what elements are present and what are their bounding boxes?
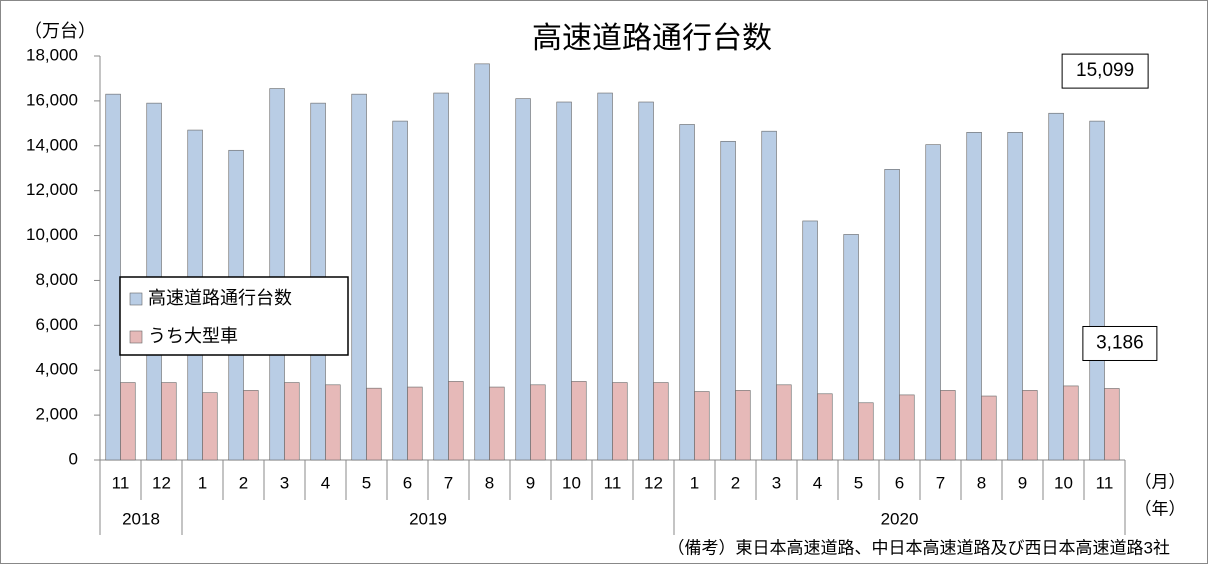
y-tick-label: 8,000 (35, 270, 78, 289)
y-tick-label: 6,000 (35, 315, 78, 334)
bar (735, 390, 751, 461)
bar (407, 386, 423, 461)
x-tick-label: 3 (772, 473, 781, 492)
group-label: 2020 (881, 509, 919, 528)
bar (1048, 112, 1064, 461)
bar (981, 395, 997, 461)
bar (1007, 132, 1023, 461)
legend-box (119, 276, 349, 356)
value-label-box (1082, 325, 1158, 361)
x-tick-label: 2 (731, 473, 740, 492)
x-tick-label: 5 (362, 473, 371, 492)
x-tick-label: 4 (813, 473, 822, 492)
y-tick-label: 4,000 (35, 360, 78, 379)
x-tick-label: 7 (444, 473, 453, 492)
x-tick-label: 11 (1096, 473, 1114, 492)
x-unit: （月） (1135, 472, 1186, 491)
bar (817, 393, 833, 461)
x-tick-label: 9 (526, 473, 535, 492)
bar (530, 384, 546, 461)
bar (515, 98, 531, 461)
group-label: 2018 (122, 509, 160, 528)
bar (720, 140, 736, 461)
x-tick-label: 6 (403, 473, 412, 492)
bar (884, 169, 900, 461)
bar (802, 220, 818, 461)
legend-label: うち大型車 (148, 326, 238, 346)
bar (612, 382, 628, 461)
x-tick-label: 2 (239, 473, 248, 492)
bar (761, 130, 777, 461)
bar (925, 144, 941, 461)
bar (571, 381, 587, 461)
note: （備考）東日本高速道路、中日本高速道路及び西日本高速道路3社 (668, 538, 1170, 557)
x-tick-label: 1 (690, 473, 699, 492)
bar (966, 132, 982, 461)
bar (325, 384, 341, 461)
bar (899, 394, 915, 461)
x-tick-label: 6 (895, 473, 904, 492)
bar (366, 387, 382, 461)
bar (105, 93, 121, 461)
y-tick-label: 10,000 (26, 225, 78, 244)
value-label: 15,099 (1076, 60, 1134, 81)
x-tick-label: 12 (644, 473, 663, 492)
bar (638, 101, 654, 461)
value-label: 3,186 (1096, 333, 1144, 354)
y-tick-label: 16,000 (26, 90, 78, 109)
group-label: 2019 (409, 509, 447, 528)
x-tick-label: 8 (485, 473, 494, 492)
x-tick-label: 5 (854, 473, 863, 492)
x-tick-label: 10 (562, 473, 581, 492)
bar (120, 382, 136, 461)
y-tick-label: 0 (69, 449, 78, 468)
bar (284, 382, 300, 461)
bar (474, 63, 490, 461)
x-tick-label: 1 (198, 473, 207, 492)
bar (1089, 120, 1105, 461)
x-tick-label: 10 (1054, 473, 1073, 492)
bar (694, 391, 710, 461)
bar (776, 384, 792, 461)
x-tick-label: 8 (977, 473, 986, 492)
bar (448, 381, 464, 461)
chart-title: 高速道路通行台数 (532, 22, 772, 55)
x-tick-label: 7 (936, 473, 945, 492)
x-tick-label: 4 (321, 473, 330, 492)
bar (556, 101, 572, 461)
bar (1022, 390, 1038, 461)
bar (679, 124, 695, 461)
bar (351, 93, 367, 461)
legend-swatch (129, 330, 143, 344)
bar (940, 390, 956, 461)
bar (243, 390, 259, 461)
legend-swatch (129, 292, 143, 306)
y-tick-label: 2,000 (35, 405, 78, 424)
bar (161, 382, 177, 461)
bar (843, 234, 859, 461)
bar (1104, 388, 1120, 461)
y-unit: （万台） (24, 21, 96, 41)
x-tick-label: 3 (280, 473, 289, 492)
x-tick-label: 11 (604, 473, 622, 492)
bar (202, 392, 218, 461)
y-tick-label: 18,000 (26, 45, 78, 64)
y-tick-label: 14,000 (26, 135, 78, 154)
x-tick-label: 11 (112, 473, 130, 492)
y-tick-label: 12,000 (26, 180, 78, 199)
value-label-box (1061, 53, 1149, 89)
x-tick-label: 9 (1018, 473, 1027, 492)
bar (597, 92, 613, 461)
bar (433, 92, 449, 461)
bar (858, 402, 874, 461)
bar (1063, 385, 1079, 461)
group-unit: （年） (1135, 499, 1186, 518)
bar (269, 88, 285, 461)
legend-label: 高速道路通行台数 (148, 288, 292, 308)
bar (489, 386, 505, 461)
bar (653, 382, 669, 461)
bar (392, 120, 408, 461)
x-tick-label: 12 (152, 473, 171, 492)
